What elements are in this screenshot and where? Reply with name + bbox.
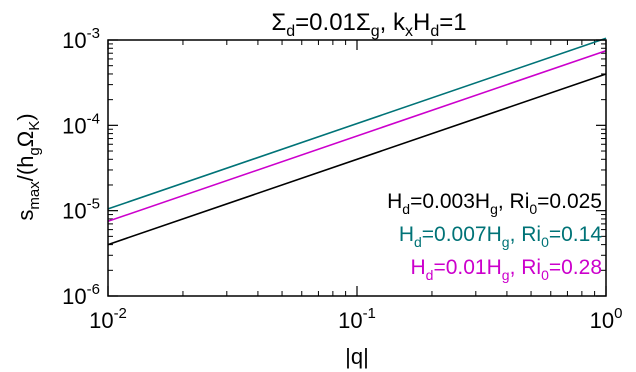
legend-entry-0: Hd=0.003Hg, Ri0=0.025	[387, 190, 602, 217]
x-tick-label: 100	[590, 305, 623, 333]
series-line-0	[107, 73, 607, 246]
x-tick-label: 10-2	[89, 305, 127, 333]
y-axis-label: smax/(hgΩK)	[13, 113, 43, 220]
y-tick-label: 10-5	[62, 196, 100, 224]
legend-entry-1: Hd=0.007Hg, Ri0=0.14	[399, 223, 603, 250]
plot-frame	[107, 39, 607, 297]
y-tick-label: 10-6	[62, 281, 100, 309]
chart-title: Σd=0.01Σg, kxHd=1	[271, 9, 466, 40]
legend-entry-2: Hd=0.01Hg, Ri0=0.28	[410, 256, 602, 283]
x-axis-label: |q|	[345, 344, 369, 369]
series-line-2	[107, 49, 607, 223]
plot-area: 10-2 10-1 100 10-6 10-5 10-4 10-3	[62, 25, 622, 333]
y-tick-label: 10-3	[62, 25, 100, 53]
x-tick-label: 10-1	[338, 305, 376, 333]
y-tick-label: 10-4	[62, 110, 100, 138]
legend: Hd=0.003Hg, Ri0=0.025 Hd=0.007Hg, Ri0=0.…	[387, 190, 602, 283]
series-line-1	[107, 37, 607, 210]
